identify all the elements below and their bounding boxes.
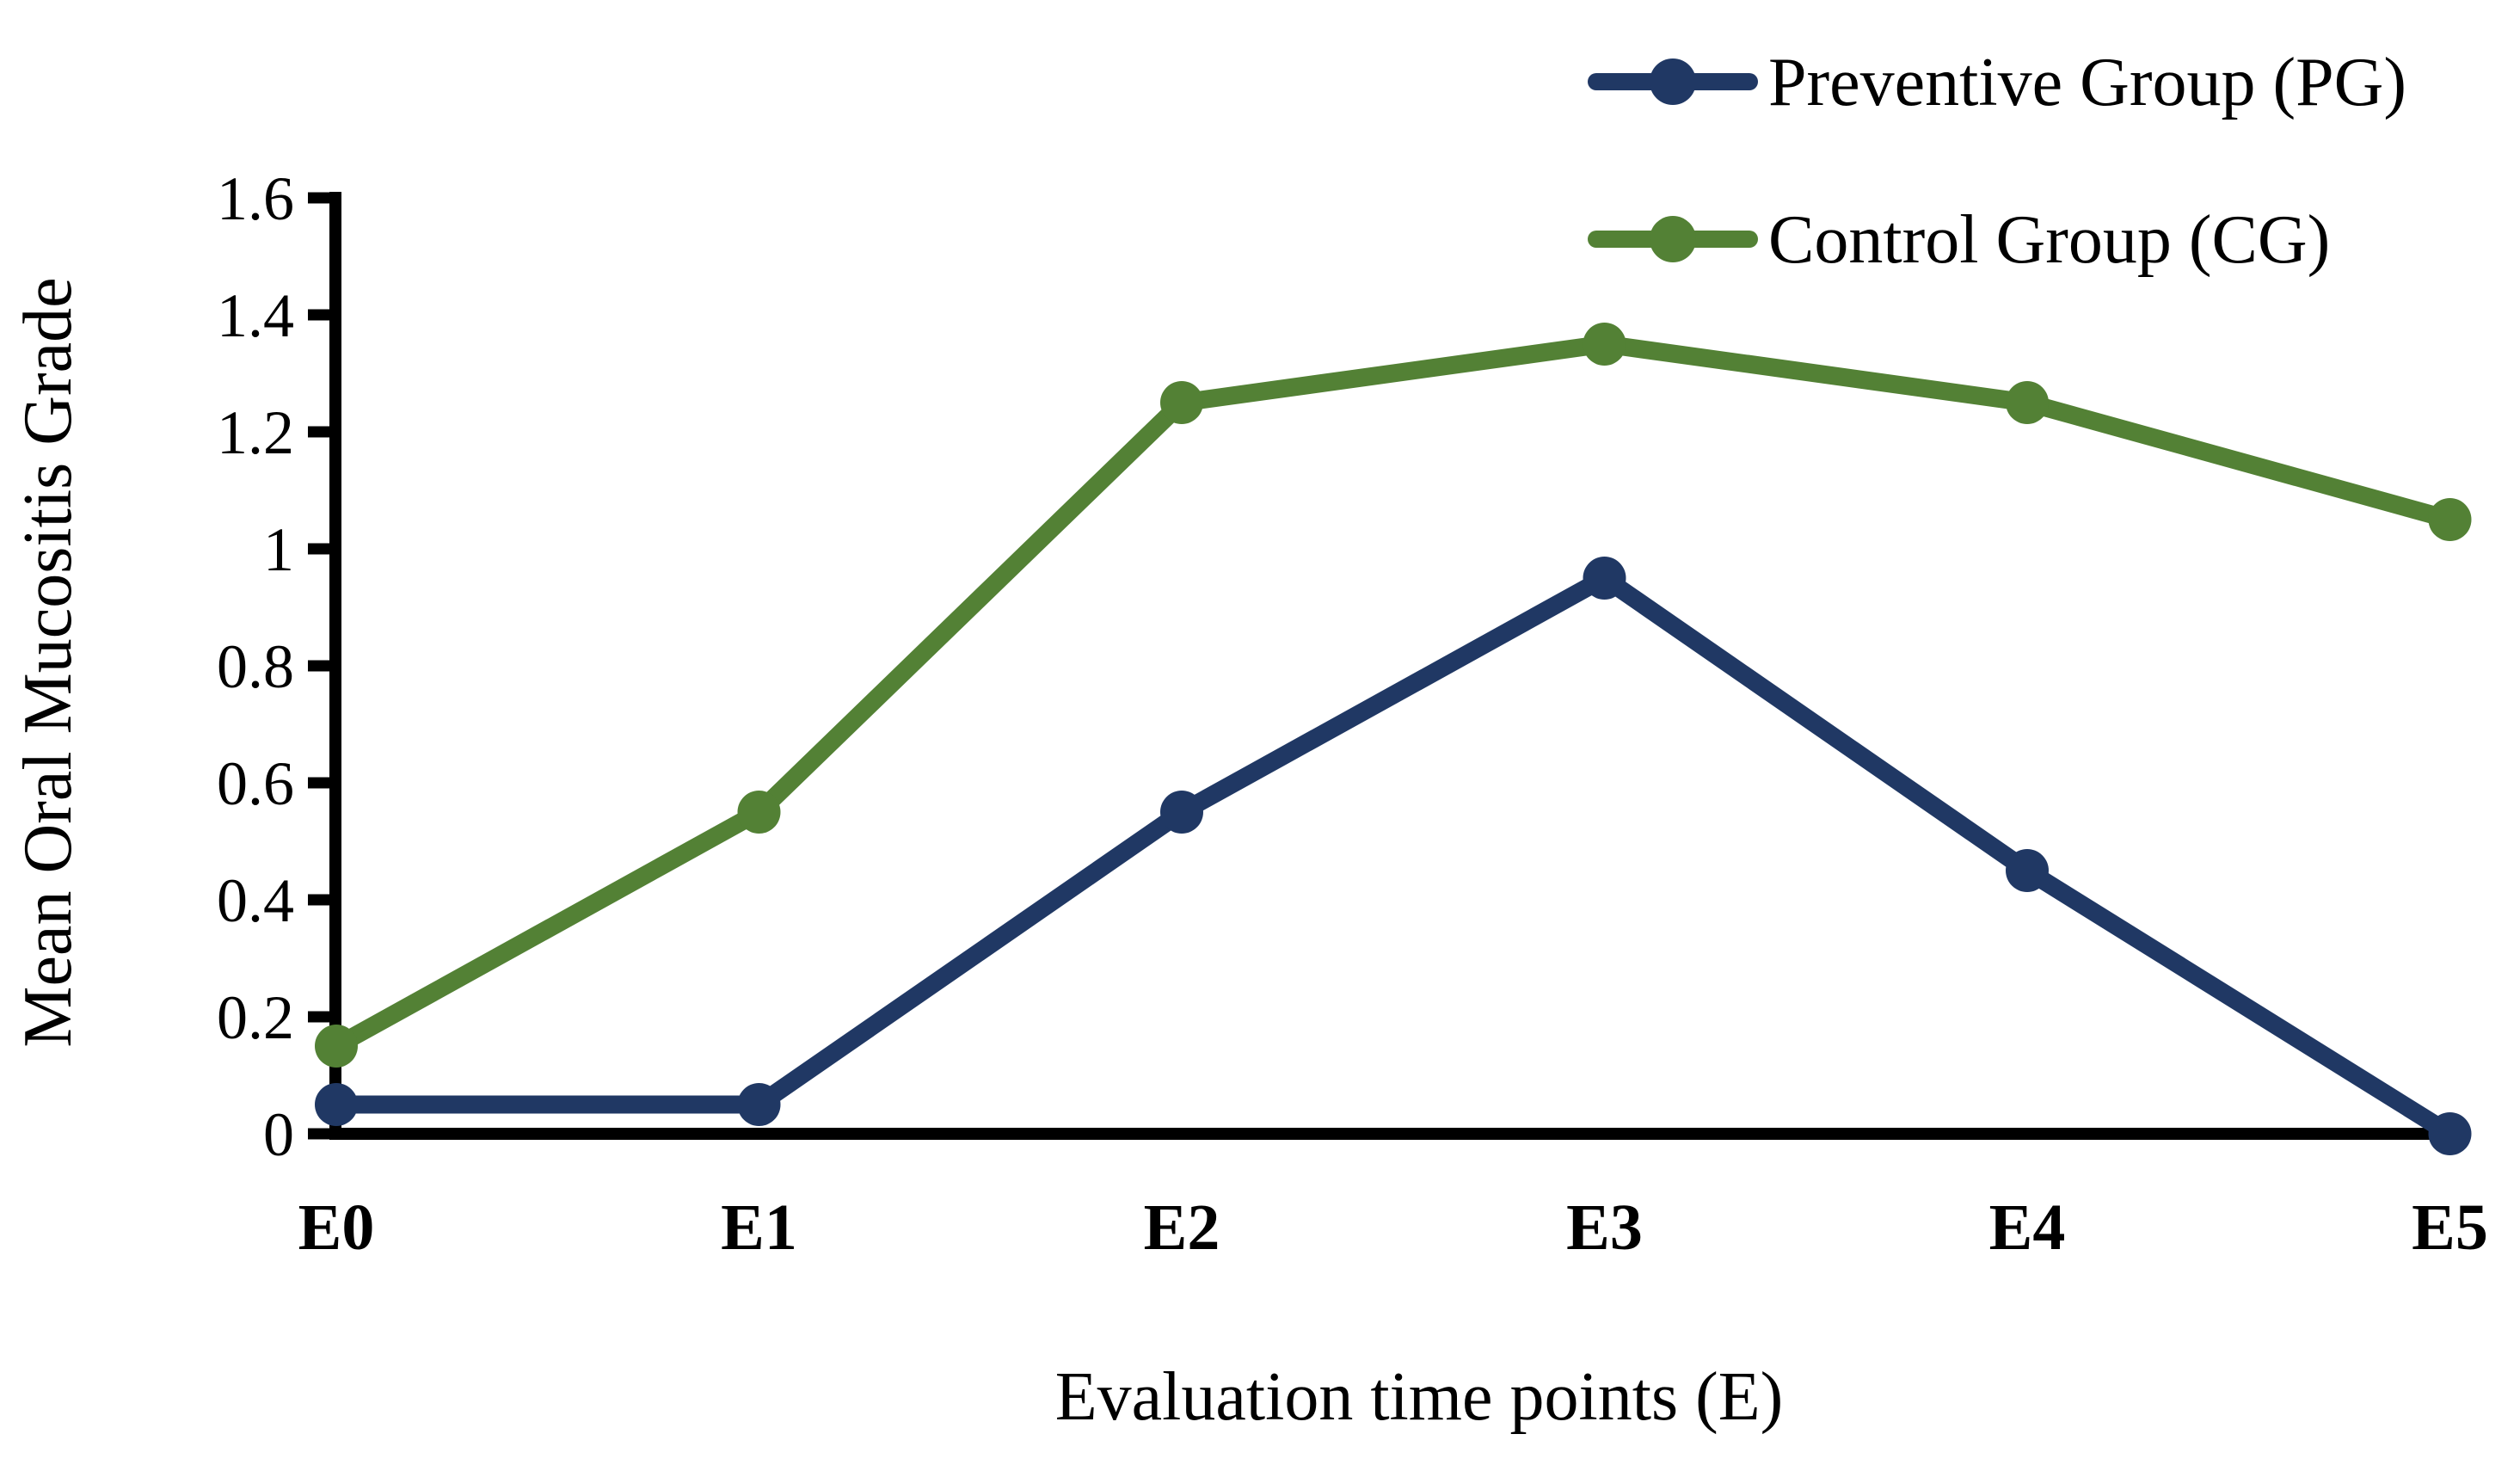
- y-tick-label: 1.4: [217, 281, 294, 350]
- data-point-marker-cg-e0: [315, 1025, 358, 1068]
- y-tick-label: 0.4: [217, 866, 294, 935]
- data-point-marker-cg-e3: [1583, 323, 1626, 366]
- data-point-marker-pg-e2: [1160, 791, 1203, 834]
- y-tick-label: 0: [263, 1100, 294, 1169]
- data-point-marker-pg-e1: [737, 1083, 781, 1126]
- series-line-cg: [327, 335, 2459, 1056]
- data-point-marker-cg-e2: [1160, 381, 1203, 424]
- data-point-marker-pg-e4: [2006, 849, 2049, 892]
- x-category-label: E0: [298, 1191, 375, 1264]
- x-axis-title: Evaluation time points (E): [1055, 1359, 1783, 1435]
- x-category-label: E3: [1566, 1191, 1643, 1264]
- y-tick-label: 1.2: [217, 398, 294, 467]
- data-point-marker-pg-e5: [2428, 1112, 2472, 1155]
- x-category-label: E1: [721, 1191, 797, 1264]
- x-category-label: E2: [1144, 1191, 1220, 1264]
- data-point-marker-cg-e5: [2428, 498, 2472, 541]
- x-category-label: E4: [1989, 1191, 2066, 1264]
- x-category-label: E5: [2412, 1191, 2488, 1264]
- y-tick-label: 1: [263, 515, 294, 584]
- data-point-marker-pg-e3: [1583, 557, 1626, 600]
- plot-area: 0 0.2 0.4 0.6 0.8 1 1.2 1.4 1.6 E0 E1 E2 E3 E4 E5: [217, 164, 2488, 1264]
- y-axis-title: Mean Oral Mucositis Grade: [10, 277, 86, 1047]
- data-point-marker-cg-e4: [2006, 381, 2049, 424]
- legend: Preventive Group (PG) Control Group (CG): [1588, 45, 2406, 278]
- legend-marker-icon-pg: [1650, 58, 1696, 105]
- legend-marker-icon-cg: [1650, 216, 1696, 262]
- legend-item-preventive-group: Preventive Group (PG): [1588, 45, 2406, 120]
- y-tick-label: 0.6: [217, 749, 294, 818]
- series-line-pg: [327, 569, 2459, 1143]
- data-point-marker-cg-e1: [737, 791, 781, 834]
- legend-label-cg: Control Group (CG): [1768, 202, 2330, 278]
- data-point-marker-pg-e0: [315, 1083, 358, 1126]
- y-tick-label: 1.6: [217, 164, 294, 233]
- legend-item-control-group: Control Group (CG): [1588, 202, 2330, 278]
- legend-label-pg: Preventive Group (PG): [1768, 45, 2406, 120]
- y-tick-label: 0.8: [217, 632, 294, 701]
- y-tick-label: 0.2: [217, 983, 294, 1052]
